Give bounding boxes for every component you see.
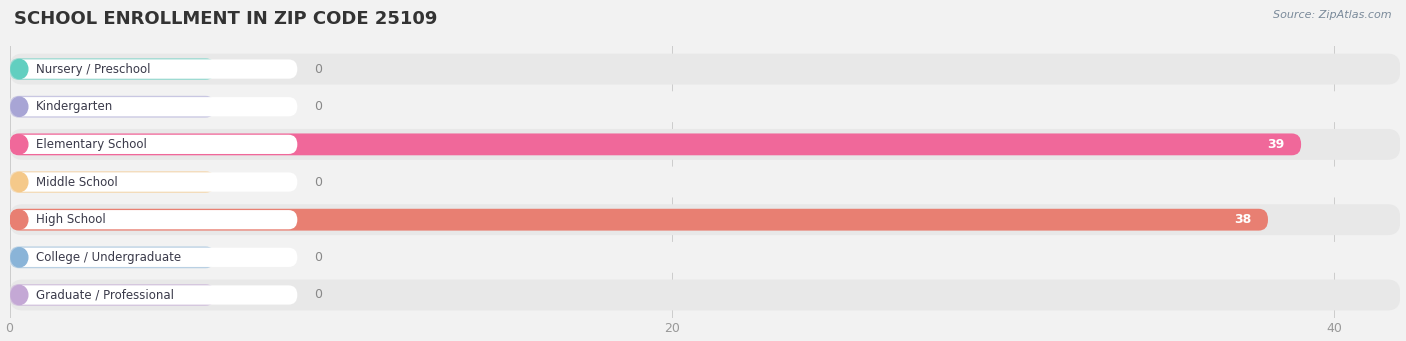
FancyBboxPatch shape <box>10 58 215 80</box>
FancyBboxPatch shape <box>10 54 1400 85</box>
FancyBboxPatch shape <box>10 96 215 118</box>
FancyBboxPatch shape <box>13 210 297 229</box>
Text: 0: 0 <box>315 176 322 189</box>
Text: 0: 0 <box>315 288 322 301</box>
Circle shape <box>11 97 28 116</box>
Text: 0: 0 <box>315 251 322 264</box>
Text: High School: High School <box>37 213 105 226</box>
Text: 0: 0 <box>315 62 322 76</box>
Text: 38: 38 <box>1234 213 1251 226</box>
FancyBboxPatch shape <box>10 209 1268 231</box>
Circle shape <box>11 135 28 154</box>
FancyBboxPatch shape <box>10 133 1301 155</box>
FancyBboxPatch shape <box>10 247 215 268</box>
FancyBboxPatch shape <box>10 91 1400 122</box>
Text: Elementary School: Elementary School <box>37 138 148 151</box>
FancyBboxPatch shape <box>13 97 297 116</box>
FancyBboxPatch shape <box>10 204 1400 235</box>
Text: Source: ZipAtlas.com: Source: ZipAtlas.com <box>1274 10 1392 20</box>
FancyBboxPatch shape <box>10 167 1400 197</box>
FancyBboxPatch shape <box>10 280 1400 310</box>
Text: SCHOOL ENROLLMENT IN ZIP CODE 25109: SCHOOL ENROLLMENT IN ZIP CODE 25109 <box>14 10 437 28</box>
Text: 0: 0 <box>315 100 322 113</box>
FancyBboxPatch shape <box>10 242 1400 273</box>
FancyBboxPatch shape <box>10 284 215 306</box>
Circle shape <box>11 210 28 229</box>
Circle shape <box>11 285 28 305</box>
FancyBboxPatch shape <box>13 173 297 192</box>
Text: Graduate / Professional: Graduate / Professional <box>37 288 174 301</box>
Text: Nursery / Preschool: Nursery / Preschool <box>37 62 150 76</box>
FancyBboxPatch shape <box>10 171 215 193</box>
FancyBboxPatch shape <box>13 135 297 154</box>
Text: College / Undergraduate: College / Undergraduate <box>37 251 181 264</box>
FancyBboxPatch shape <box>13 285 297 305</box>
Circle shape <box>11 59 28 79</box>
FancyBboxPatch shape <box>13 59 297 79</box>
FancyBboxPatch shape <box>13 248 297 267</box>
Text: Kindergarten: Kindergarten <box>37 100 114 113</box>
Text: Middle School: Middle School <box>37 176 118 189</box>
FancyBboxPatch shape <box>10 129 1400 160</box>
Circle shape <box>11 248 28 267</box>
Circle shape <box>11 173 28 192</box>
Text: 39: 39 <box>1267 138 1285 151</box>
